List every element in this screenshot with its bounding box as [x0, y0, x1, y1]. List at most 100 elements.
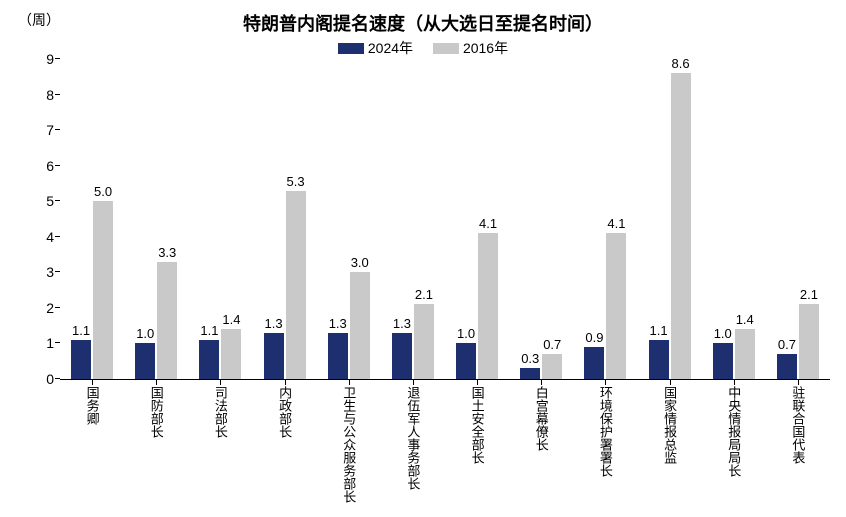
bar-2024: [649, 340, 669, 379]
x-tick-mark: [220, 380, 221, 385]
x-axis-label: 国防部长: [150, 386, 163, 438]
legend-swatch-2016: [433, 43, 459, 54]
legend-label-2016: 2016年: [463, 38, 508, 58]
y-tick-mark: [55, 236, 60, 237]
legend: 2024年 2016年: [0, 38, 846, 58]
x-axis-label: 中央情报局局长: [727, 386, 740, 477]
x-axis-label: 白宫幕僚长: [535, 386, 548, 451]
y-tick-mark: [55, 58, 60, 59]
bar-2024: [264, 333, 284, 379]
value-label-2024: 1.1: [639, 323, 679, 338]
x-tick-mark: [605, 380, 606, 385]
y-axis-unit: （周）: [18, 10, 60, 30]
bar-2024: [135, 343, 155, 379]
value-label-2024: 1.0: [446, 326, 486, 341]
bar-group: [456, 233, 498, 379]
bar-2016: [286, 191, 306, 379]
y-tick-label: 2: [30, 300, 54, 316]
x-tick-mark: [285, 380, 286, 385]
value-label-2016: 4.1: [596, 216, 636, 231]
value-label-2016: 5.0: [83, 184, 123, 199]
x-tick-mark: [477, 380, 478, 385]
y-tick-mark: [55, 378, 60, 379]
chart-container: 特朗普内阁提名速度（从大选日至提名时间） （周） 2024年 2016年 0 1 2…: [0, 0, 846, 517]
bar-group: [135, 262, 177, 379]
bar-group: [71, 201, 113, 379]
y-tick-mark: [55, 94, 60, 95]
y-tick-label: 4: [30, 229, 54, 245]
y-tick-mark: [55, 165, 60, 166]
x-tick-mark: [670, 380, 671, 385]
chart-title: 特朗普内阁提名速度（从大选日至提名时间）: [0, 10, 846, 36]
value-label-2016: 2.1: [789, 287, 829, 302]
x-axis-label: 国土安全部长: [471, 386, 484, 464]
value-label-2016: 2.1: [404, 287, 444, 302]
y-tick-label: 3: [30, 264, 54, 280]
y-tick-label: 5: [30, 193, 54, 209]
value-label-2016: 5.3: [276, 174, 316, 189]
x-axis-label: 退伍军人事务部长: [406, 386, 419, 490]
y-tick-label: 8: [30, 87, 54, 103]
bar-2024: [456, 343, 476, 379]
bar-2024: [392, 333, 412, 379]
bar-2024: [777, 354, 797, 379]
value-label-2024: 0.9: [574, 330, 614, 345]
x-axis-label: 驻联合国代表: [791, 386, 804, 464]
x-axis-label: 司法部长: [214, 386, 227, 438]
legend-swatch-2024: [338, 43, 364, 54]
bar-2024: [713, 343, 733, 379]
x-axis-label: 卫生与公众服务部长: [342, 386, 355, 503]
y-tick-label: 1: [30, 335, 54, 351]
x-axis-label: 内政部长: [278, 386, 291, 438]
bar-2024: [328, 333, 348, 379]
value-label-2024: 1.3: [318, 316, 358, 331]
y-tick-label: 0: [30, 371, 54, 387]
value-label-2024: 1.3: [382, 316, 422, 331]
y-tick-label: 7: [30, 122, 54, 138]
value-label-2016: 0.7: [532, 337, 572, 352]
x-tick-mark: [92, 380, 93, 385]
legend-item-2024: 2024年: [338, 38, 413, 58]
value-label-2016: 1.4: [211, 312, 251, 327]
value-label-2016: 3.0: [340, 255, 380, 270]
bar-2024: [199, 340, 219, 379]
value-label-2016: 4.1: [468, 216, 508, 231]
bar-2016: [478, 233, 498, 379]
value-label-2024: 0.7: [767, 337, 807, 352]
x-axis-label: 国务卿: [86, 386, 99, 425]
bar-2024: [520, 368, 540, 379]
y-tick-mark: [55, 307, 60, 308]
bar-2024: [584, 347, 604, 379]
x-tick-mark: [798, 380, 799, 385]
x-axis-label: 国家情报总监: [663, 386, 676, 464]
x-tick-mark: [541, 380, 542, 385]
x-tick-mark: [349, 380, 350, 385]
bar-2016: [606, 233, 626, 379]
value-label-2024: 1.1: [61, 323, 101, 338]
x-axis-label: 环境保护署署长: [599, 386, 612, 477]
x-tick-mark: [156, 380, 157, 385]
x-tick-mark: [734, 380, 735, 385]
bar-group: [584, 233, 626, 379]
bar-2016: [157, 262, 177, 379]
value-label-2024: 1.0: [125, 326, 165, 341]
value-label-2024: 1.3: [254, 316, 294, 331]
value-label-2016: 3.3: [147, 245, 187, 260]
legend-label-2024: 2024年: [368, 38, 413, 58]
bar-2016: [93, 201, 113, 379]
y-tick-label: 6: [30, 158, 54, 174]
legend-item-2016: 2016年: [433, 38, 508, 58]
y-tick-mark: [55, 271, 60, 272]
value-label-2024: 0.3: [510, 351, 550, 366]
value-label-2016: 1.4: [725, 312, 765, 327]
x-tick-mark: [413, 380, 414, 385]
value-label-2024: 1.0: [703, 326, 743, 341]
plot-area: 01234567891.15.01.03.31.11.41.35.31.33.0…: [60, 60, 830, 380]
value-label-2016: 8.6: [661, 56, 701, 71]
y-tick-mark: [55, 200, 60, 201]
y-tick-mark: [55, 129, 60, 130]
bar-2024: [71, 340, 91, 379]
bar-group: [264, 191, 306, 379]
y-tick-label: 9: [30, 51, 54, 67]
y-tick-mark: [55, 342, 60, 343]
